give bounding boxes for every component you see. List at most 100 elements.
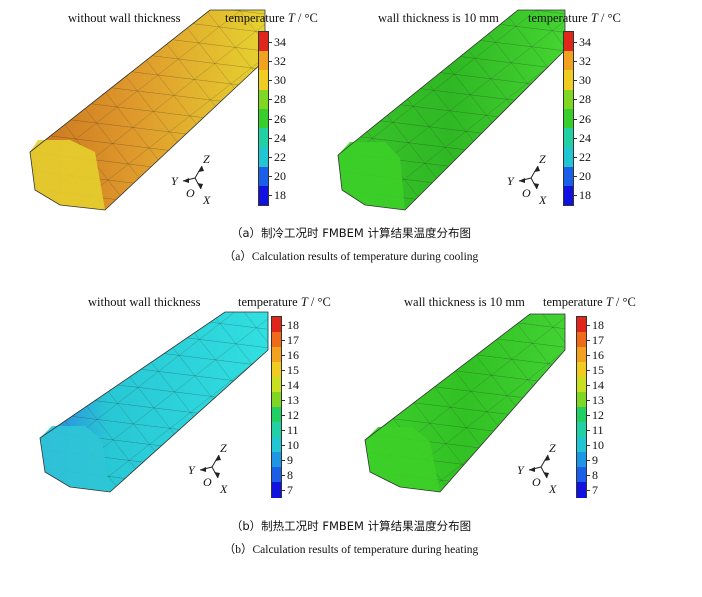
colorbar-tick-label: 9 [592, 452, 598, 467]
colorbar-tick-label: 8 [592, 467, 598, 482]
axis-o-label: O [532, 475, 541, 489]
colorbar-tick-label: 10 [287, 437, 299, 452]
colorbar-segment [272, 377, 281, 393]
colorbar-segment [577, 317, 586, 333]
panel-a-left-title: without wall thickness [68, 11, 181, 25]
axis-z-label: Z [203, 152, 210, 166]
colorbar-title-text: temperature [528, 11, 588, 25]
colorbar-tick-label: 18 [579, 188, 591, 203]
colorbar-tick-label: 11 [592, 422, 604, 437]
axis-x-label: X [538, 193, 547, 207]
colorbar-tick [268, 118, 272, 120]
colorbar-segment [272, 467, 281, 483]
panel-a-right-colorbar-title: temperature T / °C [528, 11, 621, 26]
colorbar-tick-label: 18 [592, 317, 604, 332]
colorbar-tick-label: 11 [287, 422, 299, 437]
colorbar-tick-label: 32 [274, 53, 286, 68]
colorbar-tick-label: 26 [274, 111, 286, 126]
colorbar-tick [281, 429, 285, 431]
colorbar-tick-label: 26 [579, 111, 591, 126]
axis-triad-a-right: Z Y O X [507, 152, 547, 207]
colorbar-title-text: temperature [225, 11, 285, 25]
panel-b-left-title: without wall thickness [88, 295, 201, 309]
colorbar-segment [564, 166, 573, 187]
colorbar-segment [577, 407, 586, 423]
colorbar-tick [268, 195, 272, 197]
colorbar-tick [586, 354, 590, 356]
colorbar-tick [573, 118, 577, 120]
caption-b-en: （b）Calculation results of temperature du… [223, 544, 479, 556]
colorbar-segment [564, 32, 573, 52]
colorbar-segment [272, 362, 281, 378]
colorbar-segment [577, 332, 586, 348]
colorbar-tick [281, 384, 285, 386]
colorbar-segment [259, 147, 268, 168]
heating-wall-pipe [364, 313, 566, 493]
colorbar-tick-label: 18 [274, 188, 286, 203]
colorbar-segment [564, 51, 573, 71]
colorbar-tick [573, 137, 577, 139]
colorbar-segment [577, 347, 586, 363]
colorbar-segment [272, 452, 281, 468]
caption-b-zh: （b）制热工况时 FMBEM 计算结果温度分布图 [230, 519, 472, 533]
colorbar-tick-label: 16 [287, 347, 299, 362]
colorbar-tick-label: 14 [287, 377, 299, 392]
colorbar-tick [586, 384, 590, 386]
colorbar-tick [281, 354, 285, 356]
colorbar-tick [573, 60, 577, 62]
colorbar-unit: / °C [310, 295, 331, 309]
colorbar-tick-label: 28 [579, 92, 591, 107]
colorbar-tick [573, 80, 577, 82]
colorbar-segment [577, 377, 586, 393]
colorbar-unit: / °C [297, 11, 318, 25]
panel-b-left-colorbar [271, 316, 282, 498]
colorbar-segment [564, 185, 573, 206]
colorbar-tick-label: 15 [592, 362, 604, 377]
colorbar-tick-label: 32 [579, 53, 591, 68]
colorbar-tick [281, 369, 285, 371]
panel-a-left-colorbar-title: temperature T / °C [225, 11, 318, 26]
heating-no-wall-pipe [39, 311, 269, 493]
colorbar-symbol: T [287, 11, 295, 25]
colorbar-unit: / °C [600, 11, 621, 25]
colorbar-tick [573, 176, 577, 178]
colorbar-segment [259, 32, 268, 52]
colorbar-tick [586, 324, 590, 326]
panel-b-left-colorbar-title: temperature T / °C [238, 295, 331, 310]
colorbar-tick-label: 13 [592, 392, 604, 407]
axis-y-label: Y [517, 463, 525, 477]
colorbar-tick-label: 7 [287, 482, 293, 497]
axis-triad-b-left: Z Y O X [188, 441, 228, 496]
cooling-no-wall-pipe [29, 9, 266, 211]
colorbar-segment [577, 422, 586, 438]
panel-b-right-colorbar [576, 316, 587, 498]
colorbar-segment [272, 482, 281, 498]
colorbar-tick [281, 489, 285, 491]
colorbar-segment [272, 347, 281, 363]
colorbar-tick-label: 14 [592, 377, 604, 392]
colorbar-segment [577, 392, 586, 408]
colorbar-segment [272, 407, 281, 423]
cooling-wall-pipe [337, 9, 566, 211]
colorbar-segment [577, 482, 586, 498]
axis-triad-b-right: Z Y O X [517, 441, 557, 496]
colorbar-tick [573, 156, 577, 158]
axis-y-label: Y [507, 174, 515, 188]
colorbar-tick-label: 17 [592, 332, 604, 347]
colorbar-tick [281, 459, 285, 461]
colorbar-unit: / °C [615, 295, 636, 309]
axis-o-label: O [186, 186, 195, 200]
axis-triad-a-left: Z Y O X [171, 152, 211, 207]
colorbar-segment [564, 147, 573, 168]
colorbar-tick [573, 99, 577, 101]
colorbar-segment [259, 70, 268, 91]
colorbar-tick-label: 17 [287, 332, 299, 347]
colorbar-symbol: T [300, 295, 308, 309]
colorbar-tick-label: 20 [579, 169, 591, 184]
colorbar-tick [268, 176, 272, 178]
axis-z-label: Z [539, 152, 546, 166]
axis-x-label: X [219, 482, 228, 496]
colorbar-segment [272, 437, 281, 453]
colorbar-tick [281, 324, 285, 326]
